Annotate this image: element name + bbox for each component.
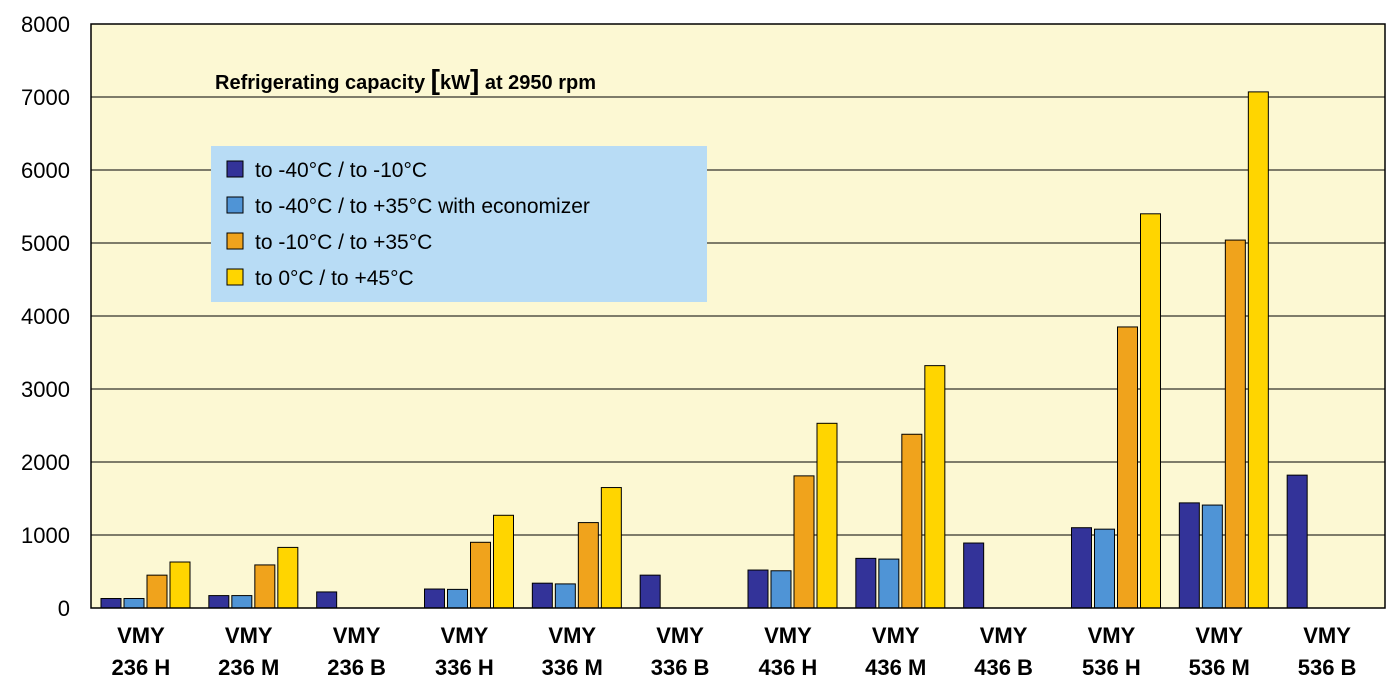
y-tick-label: 3000 [21, 377, 70, 402]
bar-3 [470, 541, 491, 609]
bar-1 [100, 598, 122, 609]
x-category-label: 236 H [112, 655, 171, 680]
bar-1 [1286, 474, 1308, 609]
bar-2 [770, 570, 792, 609]
bar-3 [146, 574, 168, 609]
x-axis-categories: VMY 236 H VMY 236 M VMY 236 B VMY 336 H VMY 336 M… [112, 623, 1357, 680]
chart-title: Refrigerating capacity [kW] at 2950 rpm [215, 64, 596, 95]
x-category-label: 236 B [327, 655, 386, 680]
bar-3 [1224, 239, 1246, 609]
bar-2 [878, 558, 900, 609]
y-tick-label: 4000 [21, 304, 70, 329]
y-tick-label: 6000 [21, 158, 70, 183]
y-tick-label: 1000 [21, 523, 70, 548]
bar-2 [231, 595, 253, 609]
bar-2 [123, 598, 145, 609]
legend-swatch [226, 232, 244, 250]
bar-4 [1140, 213, 1161, 609]
x-category-label: VMY [1303, 623, 1351, 648]
bar-1 [531, 582, 553, 609]
bar-1 [963, 542, 985, 609]
x-category-label: 336 H [435, 655, 494, 680]
bar-1 [1178, 502, 1200, 609]
bar-4 [1247, 91, 1269, 609]
bars [100, 91, 1308, 609]
x-category-label: VMY [764, 623, 812, 648]
x-category-label: 436 H [759, 655, 818, 680]
bar-4 [600, 487, 622, 609]
bar-4 [816, 422, 838, 609]
legend-box [211, 146, 707, 302]
bar-1 [208, 595, 230, 609]
plot-border [90, 23, 1386, 609]
bar-2 [554, 583, 576, 609]
legend-swatch [226, 268, 244, 286]
x-category-label: VMY [548, 623, 596, 648]
bar-4 [493, 514, 514, 609]
x-category-label: 536 M [1189, 655, 1250, 680]
y-tick-label: 0 [58, 596, 70, 621]
bar-2 [1201, 504, 1223, 609]
legend-label: to -40°C / to +35°C with economizer [255, 195, 590, 218]
bar-2 [1094, 528, 1115, 609]
bar-4 [277, 546, 299, 609]
bar-1 [747, 569, 769, 609]
bar-1 [1071, 527, 1092, 609]
bar-1 [424, 588, 445, 609]
bar-3 [901, 433, 923, 609]
x-category-label: 336 M [542, 655, 603, 680]
legend-swatch [226, 160, 244, 178]
x-category-label: VMY [656, 623, 704, 648]
x-category-label: VMY [980, 623, 1028, 648]
x-category-label: 436 B [974, 655, 1033, 680]
bar-3 [793, 475, 815, 609]
x-category-label: VMY [1195, 623, 1243, 648]
x-category-label: 536 H [1082, 655, 1141, 680]
y-tick-label: 8000 [21, 12, 70, 37]
y-axis-ticks: 0 1000 2000 3000 4000 5000 6000 7000 8000 [21, 12, 70, 621]
bar-1 [639, 574, 661, 609]
bar-3 [577, 522, 599, 609]
x-category-label: VMY [117, 623, 165, 648]
bar-3 [254, 564, 276, 609]
y-tick-label: 5000 [21, 231, 70, 256]
bar-2 [447, 588, 468, 609]
x-category-label: 436 M [865, 655, 926, 680]
bar-3 [1117, 326, 1138, 609]
y-tick-label: 7000 [21, 85, 70, 110]
legend-swatch [226, 196, 244, 214]
x-category-label: 236 M [218, 655, 279, 680]
x-category-label: 536 B [1298, 655, 1357, 680]
y-tick-label: 2000 [21, 450, 70, 475]
bar-1 [316, 591, 338, 609]
bar-4 [924, 365, 946, 609]
legend: to -40°C / to -10°C to -40°C / to +35°C w… [226, 159, 590, 290]
x-category-label: VMY [1088, 623, 1136, 648]
gridlines [91, 96, 1385, 536]
bar-4 [169, 561, 191, 609]
x-category-label: VMY [225, 623, 273, 648]
x-category-label: VMY [872, 623, 920, 648]
x-category-label: VMY [333, 623, 381, 648]
legend-label: to 0°C / to +45°C [255, 267, 414, 290]
legend-label: to -10°C / to +35°C [255, 231, 432, 254]
bar-1 [855, 557, 877, 609]
legend-label: to -40°C / to -10°C [255, 159, 427, 182]
x-category-label: 336 B [651, 655, 710, 680]
x-category-label: VMY [441, 623, 489, 648]
